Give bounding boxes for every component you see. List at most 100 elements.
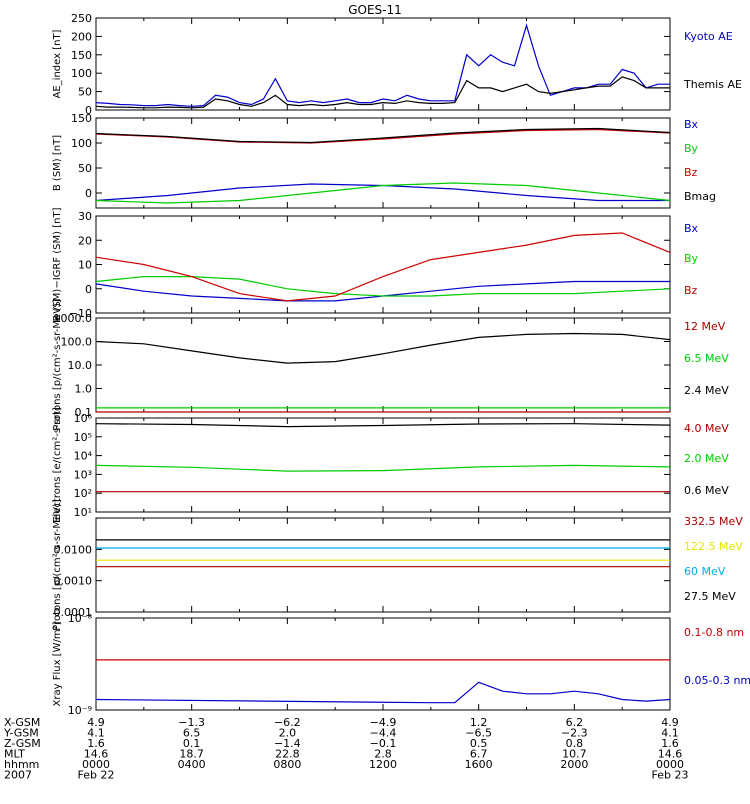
series-line-by xyxy=(95,276,671,297)
legend-entry: Kyoto AE xyxy=(684,30,733,43)
y-tick-label: 10 xyxy=(78,259,92,272)
series-line-by xyxy=(95,182,671,204)
footer-value: −6.2 xyxy=(274,716,301,729)
footer-value: 14.6 xyxy=(658,748,683,761)
series-line-bx xyxy=(95,280,670,302)
panel-5: 10¹ 10² 10³ 10⁴ 10⁵ 10⁶ Electrons [e/(cm²-s-sr… xyxy=(52,407,729,523)
y-tick-label: 30 xyxy=(78,210,92,223)
y-tick-label: 0.0001 xyxy=(54,606,93,619)
y-tick-label: 100.0 xyxy=(61,336,93,349)
y-axis-label: AE_index [nT] xyxy=(52,29,63,98)
y-tick-label: 10⁻⁸ xyxy=(68,612,93,625)
footer-value: −2.3 xyxy=(561,727,588,740)
footer-value: 4.9 xyxy=(661,716,679,729)
footer-year: 2007 xyxy=(4,769,32,782)
legend-entry: 60 MeV xyxy=(684,565,726,578)
y-axis-label: B (SM) [nT] xyxy=(52,135,63,191)
panel-2: 0 50 100 150 B (SM) [nT] Bx By Bz Bmag xyxy=(52,112,716,209)
figure-title: GOES-11 xyxy=(348,3,402,17)
y-tick-label: 50 xyxy=(78,86,92,99)
y-tick-label: 10³ xyxy=(74,468,92,481)
legend-entry: By xyxy=(684,252,699,265)
footer-value: 22.8 xyxy=(275,748,300,761)
y-tick-label: 0 xyxy=(85,187,92,200)
legend-entry: 0.1-0.8 nm xyxy=(684,626,744,639)
footer-row-label: X-GSM xyxy=(4,716,40,729)
footer-value: −0.1 xyxy=(370,737,397,750)
y-axis-label: Xray Flux [W/m²] xyxy=(52,621,63,706)
legend-entry: 0.05-0.3 nm xyxy=(684,674,750,687)
footer-value: 1.6 xyxy=(87,737,105,750)
footer-value: −1.4 xyxy=(274,737,301,750)
footer-value: 4.1 xyxy=(87,727,105,740)
legend-entry: By xyxy=(684,142,699,155)
footer-value: 18.7 xyxy=(179,748,204,761)
y-axis-label: Electrons [e/(cm²-s-sr)] xyxy=(52,407,63,523)
footer-row-label: Y-GSM xyxy=(3,727,39,740)
footer-value: 0400 xyxy=(178,758,206,771)
y-tick-label: −10 xyxy=(69,307,92,320)
footer-value: 1200 xyxy=(369,758,397,771)
panel-frame xyxy=(95,517,671,613)
footer-row-label: MLT xyxy=(4,748,25,761)
legend-entry: 2.0 MeV xyxy=(684,452,729,465)
series-line-bz xyxy=(95,128,671,144)
y-tick-label: 100 xyxy=(71,137,92,150)
footer-value: 0.8 xyxy=(566,737,584,750)
series-line-themis-ae xyxy=(95,76,670,109)
y-tick-label: 0.0010 xyxy=(54,575,93,588)
legend-entry: 27.5 MeV xyxy=(684,590,736,603)
y-tick-label: 200 xyxy=(71,30,92,43)
y-tick-label: 10⁴ xyxy=(74,450,93,463)
panel-frame xyxy=(95,317,671,413)
y-tick-label: 10.0 xyxy=(68,359,93,372)
footer-value: 1.6 xyxy=(661,737,679,750)
legend-entry: Themis AE xyxy=(683,78,742,91)
footer-value: 0.5 xyxy=(470,737,488,750)
y-axis-label: Protons [p/(cm²-s-sr-MeV)] xyxy=(52,499,63,631)
y-tick-label: 20 xyxy=(78,234,92,247)
y-tick-label: 50 xyxy=(78,162,92,175)
y-tick-label: 1000.0 xyxy=(54,312,93,325)
legend-entry: 332.5 MeV xyxy=(684,515,743,528)
footer-value: 6.5 xyxy=(183,727,201,740)
y-tick-label: 150 xyxy=(71,112,92,125)
footer-value: −1.3 xyxy=(178,716,205,729)
y-axis-label: Protons [p/(cm²-s-sr-MeV)] xyxy=(52,299,63,431)
footer-value: 14.6 xyxy=(84,748,109,761)
series-line-0-05-0-3-nm xyxy=(95,681,671,704)
series-line-2-0-mev xyxy=(95,464,671,472)
y-tick-label: 250 xyxy=(71,12,92,25)
footer-start-date: Feb 22 xyxy=(78,769,115,782)
legend-entry: 12 MeV xyxy=(684,320,726,333)
footer-value: −4.9 xyxy=(370,716,397,729)
footer-value: 10.7 xyxy=(562,748,587,761)
panel-frame xyxy=(95,17,671,111)
y-tick-label: 0.0100 xyxy=(54,543,93,556)
footer-value: −6.5 xyxy=(465,727,492,740)
y-tick-label: 10² xyxy=(74,487,92,500)
footer-value: 2000 xyxy=(560,758,588,771)
series-line-bx xyxy=(95,183,670,202)
legend-entry: 2.4 MeV xyxy=(684,384,729,397)
series-line-bmag xyxy=(95,127,671,144)
panels-group: 0 50 100 150 200 250 AE_index [nT] Kyoto AE Them… xyxy=(52,12,750,717)
panel-1: 0 50 100 150 200 250 AE_index [nT] Kyoto AE Them… xyxy=(52,12,742,117)
legend-entry: Bx xyxy=(684,118,699,131)
footer-value: 0800 xyxy=(273,758,301,771)
series-line-0-6-mev xyxy=(95,423,671,428)
footer-value: 2.8 xyxy=(374,748,392,761)
legend-entry: Bz xyxy=(684,166,698,179)
legend-entry: Bmag xyxy=(684,190,716,203)
footer-end-date: Feb 23 xyxy=(652,769,689,782)
y-tick-label: 0.1 xyxy=(75,406,93,419)
y-tick-label: 10¹ xyxy=(74,506,92,519)
panel-frame xyxy=(95,617,671,711)
footer-value: 1.2 xyxy=(470,716,488,729)
legend-entry: Bx xyxy=(684,222,699,235)
footer-value: 6.2 xyxy=(566,716,584,729)
y-tick-label: 1.0 xyxy=(75,383,93,396)
legend-entry: 122.5 MeV xyxy=(684,540,743,553)
